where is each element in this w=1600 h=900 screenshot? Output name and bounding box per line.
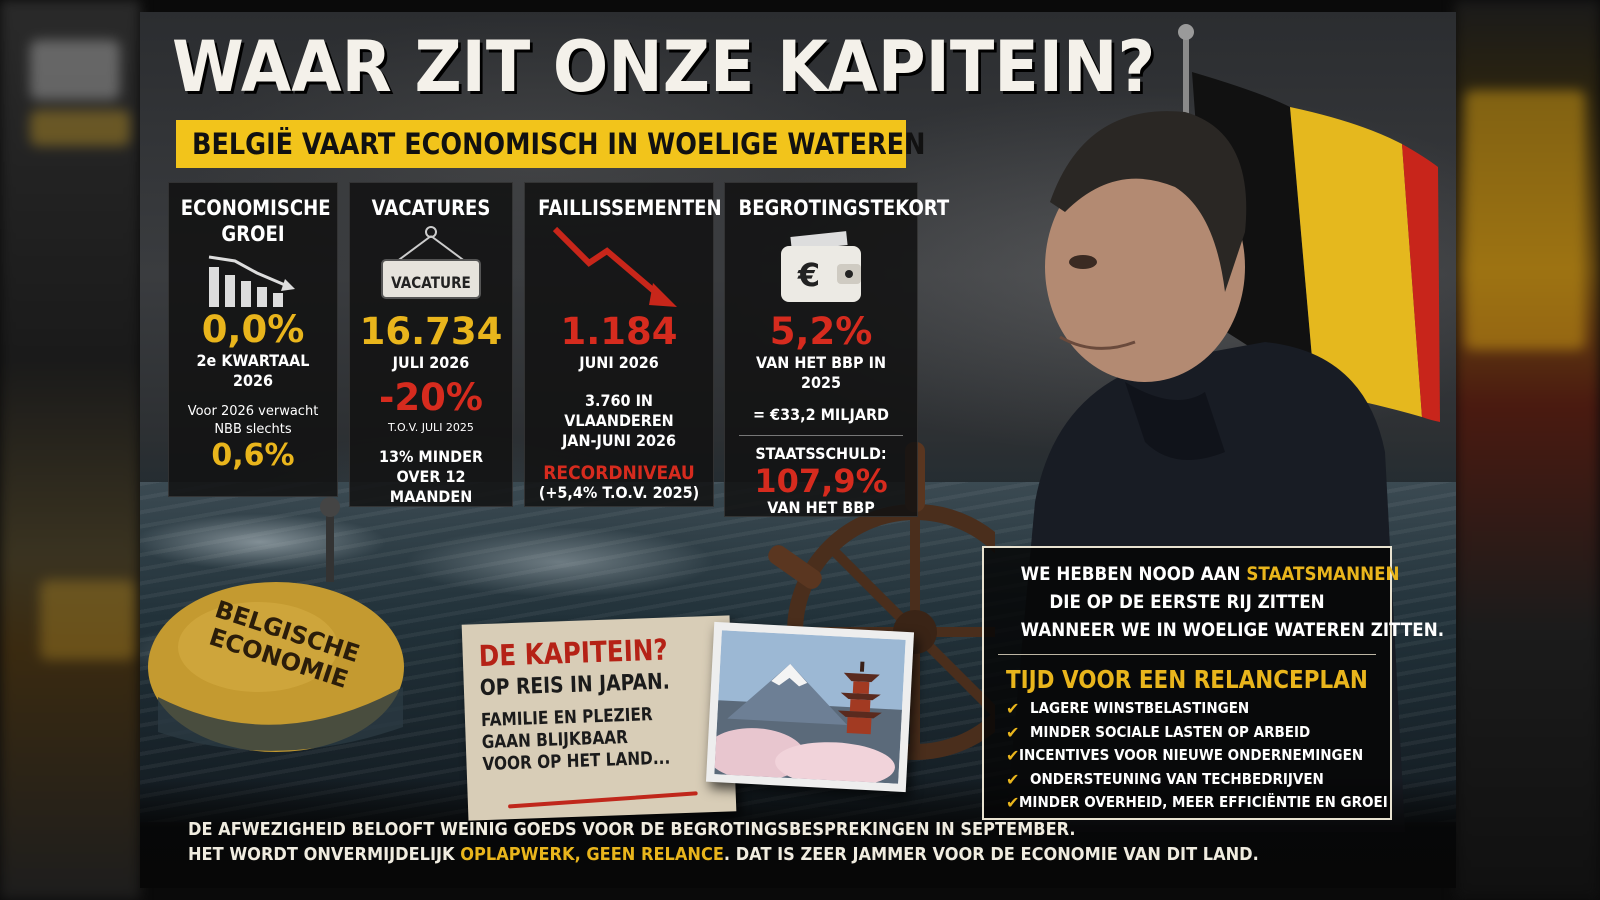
check-icon: ✔ [1006, 793, 1020, 812]
footer-line2-post: . DAT IS ZEER JAMMER VOOR DE ECONOMIE VA… [723, 844, 1259, 865]
faillissementen-note-line2: JAN-JUNI 2026 [561, 431, 677, 450]
quote-highlight: STAATSMANNEN [1246, 563, 1400, 585]
vacatures-note-line1: 13% MINDER [378, 447, 484, 466]
groei-period: 2e KWARTAAL 2026 [196, 351, 310, 390]
quote-line3: WANNEER WE IN WOELIGE WATEREN ZITTEN. [1020, 619, 1445, 641]
quote-line1: WE HEBBEN NOOD AAN STAATSMANNEN [1020, 560, 1400, 588]
check-icon: ✔ [1006, 699, 1020, 718]
svg-text:€: € [797, 256, 820, 294]
quote-line2: DIE OP DE EERSTE RIJ ZITTEN [1049, 591, 1325, 613]
footer-line1: DE AFWEZIGHEID BELOOFT WEINIG GOEDS VOOR… [188, 819, 1076, 840]
faillissementen-value: 1.184 [560, 310, 678, 353]
tekort-amount: = €33,2 MILJARD [752, 405, 890, 424]
vacatures-change-ref: T.O.V. JULI 2025 [388, 421, 474, 434]
card-heading: FAILLISSEMENTEN [538, 196, 722, 220]
card-begrotingstekort: BEGROTINGSTEKORT € 5,2% VAN HET BBP IN 2… [724, 182, 950, 517]
buoy-icon [148, 497, 404, 752]
vacatures-period: JULI 2026 [392, 353, 470, 372]
poster: BELGISCHE ECONOMIE WAAR ZIT ONZE KAPITEI… [140, 12, 1456, 888]
groei-forecast-value: 0,6% [211, 438, 295, 473]
check-icon: ✔ [1006, 769, 1020, 789]
vacature-sign-text: VACATURE [391, 273, 471, 292]
list-item: ✔ MINDER OVERHEID, MEER EFFICIËNTIE EN GR… [1006, 791, 1388, 815]
plan-list: ✔ LAGERE WINSTBELASTINGEN ✔ MINDER SOCIALE… [1006, 697, 1388, 815]
faillissementen-period: JUNI 2026 [579, 353, 659, 372]
plan-item-text: MINDER SOCIALE LASTEN OP ARBEID [1030, 722, 1311, 741]
list-item: ✔ LAGERE WINSTBELASTINGEN [1006, 697, 1376, 721]
check-icon: ✔ [1006, 746, 1020, 765]
card-faillissementen: FAILLISSEMENTEN 1.184 JUNI 2026 3.760 IN… [524, 182, 722, 507]
footer-highlight-oplapwerk: OPLAPWERK [460, 844, 575, 865]
declining-bar-chart-icon [208, 255, 295, 307]
footer-text: DE AFWEZIGHEID BELOOFT WEINIG GOEDS VOOR… [188, 817, 1378, 867]
plan-item-text: LAGERE WINSTBELASTINGEN [1030, 699, 1250, 717]
faillissementen-record-note: (+5,4% T.O.V. 2025) [538, 483, 700, 502]
card-heading: VACATURES [371, 196, 491, 220]
blurred-left-edge [0, 0, 140, 900]
staatsschuld-label: STAATSSCHULD: [755, 444, 887, 463]
card-heading-line2: GROEI [221, 222, 285, 246]
subtitle-text: BELGIË VAART ECONOMISCH IN WOELIGE WATER… [192, 127, 926, 161]
falling-arrow-icon [552, 226, 677, 307]
vacatures-change: -20% [379, 376, 483, 419]
mount-fuji-pagoda-icon [705, 630, 906, 787]
check-icon: ✔ [1006, 722, 1020, 742]
footer-line2-sep: , [574, 844, 587, 865]
blurred-right-edge [1455, 0, 1600, 900]
groei-value: 0,0% [201, 308, 305, 351]
quote-line1-text: WE HEBBEN NOOD AAN [1020, 563, 1247, 585]
divider [998, 654, 1376, 655]
groei-note-line2: NBB slechts [214, 422, 292, 437]
plan-title: TIJD VOOR EEN RELANCEPLAN [1006, 665, 1368, 694]
red-underline [507, 791, 698, 809]
card-heading: ECONOMISCHE GROEI [180, 195, 331, 247]
buoy: BELGISCHE ECONOMIE [148, 497, 418, 757]
vacatures-note-line2: OVER 12 MAANDEN [389, 467, 473, 506]
list-item: ✔ MINDER SOCIALE LASTEN OP ARBEID [1006, 721, 1376, 745]
card-economische-groei: ECONOMISCHE GROEI 0,0% 2e KWARTAAL 2026 … [168, 182, 338, 497]
plan-item-text: INCENTIVES VOOR NIEUWE ONDERNEMINGEN [1019, 746, 1364, 764]
footer-line2: HET WORDT ONVERMIJDELIJK OPLAPWERK, GEEN… [188, 842, 1259, 867]
groei-note-line1: Voor 2026 verwacht [187, 404, 319, 419]
wallet-euro-icon: € [781, 231, 861, 302]
plan-item-text: MINDER OVERHEID, MEER EFFICIËNTIE EN GRO… [1019, 793, 1389, 811]
list-item: ✔ ONDERSTEUNING VAN TECHBEDRIJVEN [1006, 768, 1376, 792]
hanging-sign-icon [381, 226, 481, 299]
footer-highlight-geen-relance: GEEN RELANCE [586, 844, 724, 865]
list-item: ✔ INCENTIVES VOOR NIEUWE ONDERNEMINGEN [1006, 744, 1376, 768]
plan-item-text: ONDERSTEUNING VAN TECHBEDRIJVEN [1030, 769, 1324, 788]
faillissementen-record: RECORDNIVEAU [543, 462, 695, 484]
staatsschuld-value: 107,9% [754, 462, 888, 500]
tekort-value: 5,2% [769, 310, 873, 353]
card-heading-line1: ECONOMISCHE [180, 196, 331, 220]
japan-photo [705, 621, 915, 793]
faillissementen-note-line1: 3.760 IN VLAANDEREN [564, 391, 674, 430]
tekort-period: VAN HET BBP IN 2025 [755, 353, 887, 392]
vacatures-value: 16.734 [359, 310, 503, 353]
card-heading: BEGROTINGSTEKORT [738, 196, 950, 220]
card-vacatures: VACATURES VACATURE 16.734 JULI 2026 -20%… [349, 182, 513, 507]
captain-note: DE KAPITEIN? OP REIS IN JAPAN. FAMILIE E… [461, 615, 737, 821]
relanceplan-box: WE HEBBEN NOOD AAN STAATSMANNEN DIE OP D… [982, 546, 1445, 820]
page-title: WAAR ZIT ONZE KAPITEIN? [172, 26, 1156, 108]
staatsschuld-ref: VAN HET BBP [767, 498, 875, 517]
footer-line2-pre: HET WORDT ONVERMIJDELIJK [188, 844, 461, 865]
subtitle-banner: BELGIË VAART ECONOMISCH IN WOELIGE WATER… [176, 120, 925, 168]
